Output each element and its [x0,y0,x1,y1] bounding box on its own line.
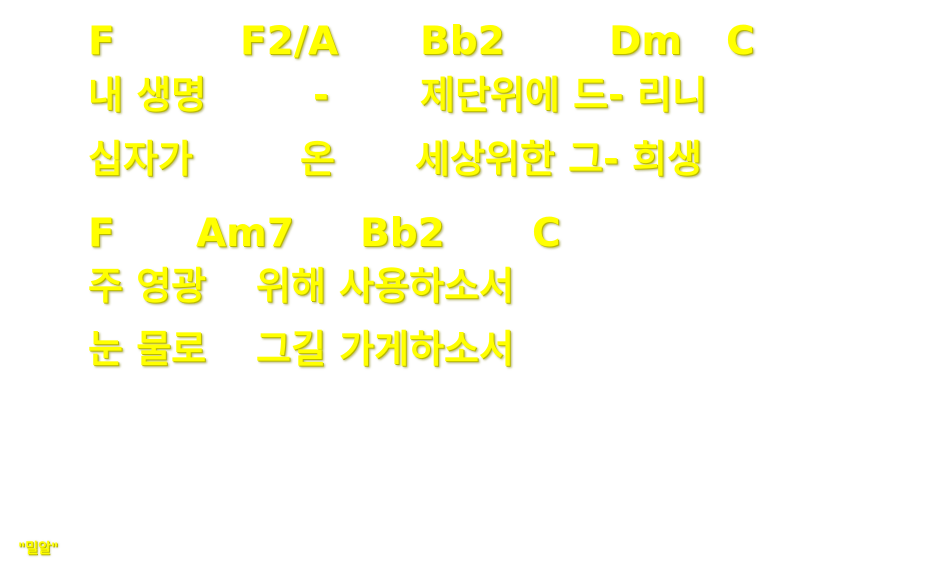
lyric-line-4b: 그길 가게하소서 [256,327,514,371]
chord-f2a: F2/A [240,19,339,64]
chord-dm: Dm [609,19,683,64]
chord-c-2: C [532,211,561,256]
lyric-line-1b: 제단위에 드- 리니 [420,73,707,117]
lyric-line-2b: 세상위한 그- 희생 [415,137,702,181]
lyric-line-4a: 눈 물로 [88,327,207,371]
song-title: "밀알" [18,541,59,557]
chord-c-1: C [726,19,755,64]
chord-bb2-1: Bb2 [420,19,505,64]
chord-bb2-2: Bb2 [360,211,445,256]
lyric-line-3a: 주 영광 [88,264,207,308]
lyric-line-3b: 위해 사용하소서 [256,264,514,308]
lyric-line-2a: 십자가 [88,137,193,181]
chord-f-2: F [88,211,115,256]
lyric-line-1a: 내 생명 [88,73,207,117]
lyric-line-1-dash: - [313,73,329,117]
lyric-line-2-on: 온 [300,137,335,181]
chord-f-1: F [88,19,115,64]
chord-am7: Am7 [196,211,294,256]
